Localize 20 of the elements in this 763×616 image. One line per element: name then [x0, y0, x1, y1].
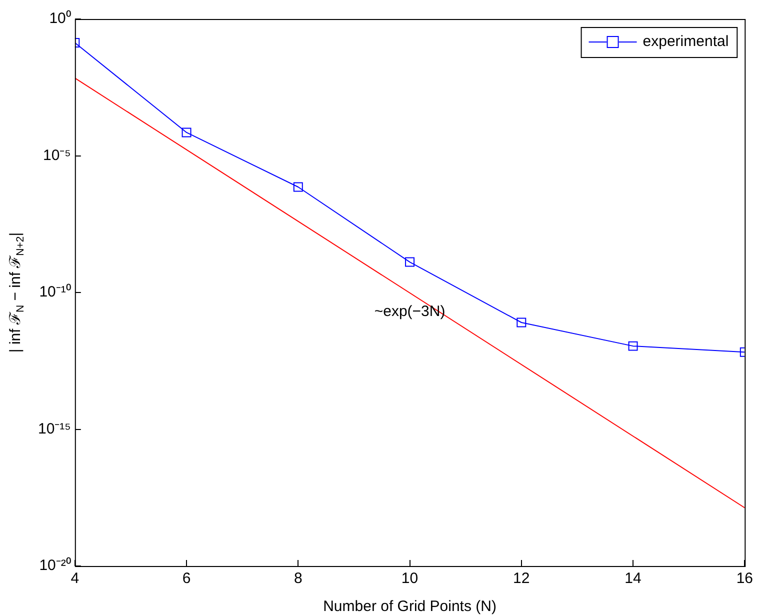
y-tick-label: 10⁰	[49, 10, 71, 28]
x-tick-label: 6	[182, 570, 191, 588]
x-tick-label: 8	[294, 570, 302, 588]
point	[516, 318, 526, 328]
point	[293, 182, 303, 192]
y-tick-label: 10⁻²⁰	[39, 557, 71, 574]
x-tick-label: 16	[736, 570, 753, 588]
y-axis-title: | inf ℱN − inf ℱN+2|	[7, 232, 26, 353]
legend-label: experimental	[642, 33, 729, 50]
y-tick-label: 10⁻¹⁰	[39, 284, 71, 301]
x-tick-label: 12	[513, 570, 530, 588]
point	[405, 257, 415, 267]
x-tick-label: 14	[624, 570, 642, 588]
point	[628, 341, 638, 351]
y-tick-label: 10⁻⁵	[42, 146, 71, 164]
x-tick-label: 4	[70, 570, 80, 588]
point	[182, 128, 192, 138]
x-axis-title: Number of Grid Points (N)	[323, 598, 496, 616]
y-tick-label: 10⁻¹⁵	[38, 420, 71, 438]
x-tick-label: 10	[401, 570, 418, 588]
